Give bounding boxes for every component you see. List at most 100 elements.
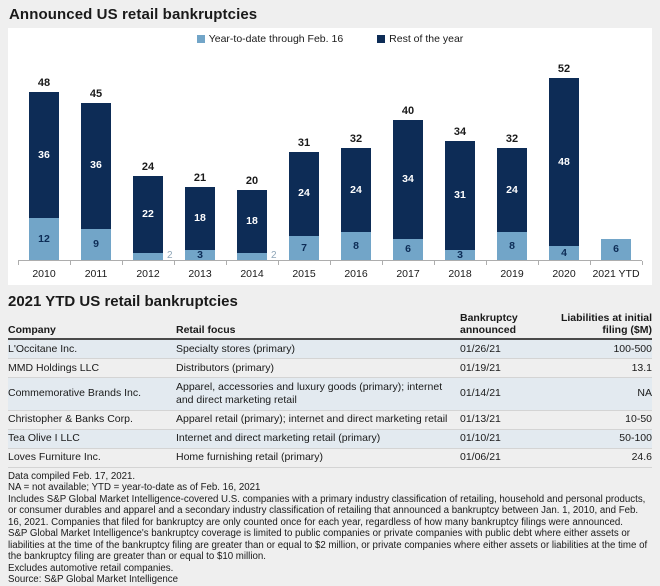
bar-stack: 18 2 [237,190,277,261]
ytd-swatch-icon [196,35,205,43]
liabilities-cell: 24.6 [631,451,652,464]
bankruptcy-date-cell: 01/19/21 [460,361,501,374]
bar-segment-rest: 36 [81,102,111,229]
bar-segment-rest: 48 [549,78,579,246]
bar-total-label: 52 [557,63,571,75]
company-cell: Loves Furniture Inc. [8,451,101,464]
rest-swatch-icon [377,35,386,43]
legend-item: Year-to-date through Feb. 16 [196,33,344,45]
footnote-line: Source: S&P Global Market Intelligence [8,573,178,585]
x-axis-label: 2018 [448,268,472,280]
column-header-retail-focus: Retail focus [176,324,236,337]
company-cell: L'Occitane Inc. [8,342,78,355]
footnote-line: Excludes automotive retail companies. [8,562,174,574]
footnotes: Data compiled Feb. 17, 2021. NA = not ava… [8,471,652,585]
bar-segment-rest: 34 [393,120,423,239]
bar-total-label: 21 [193,171,207,184]
x-axis-label: 2019 [500,268,524,280]
bar-stack: 48 4 [549,78,579,260]
footnote-line: Includes S&P Global Market Intelligence-… [8,493,646,528]
table-section: 2021 YTD US retail bankruptcies Company … [8,293,652,585]
bankruptcy-date-cell: 01/26/21 [460,342,501,355]
bar-group-2011: 45 36 9 [70,88,122,260]
page-title: Announced US retail bankruptcies [9,6,258,23]
bar-group-2020: 52 48 4 [538,64,590,260]
x-axis-label: 2011 [84,268,108,280]
company-cell: Tea Olive I LLC [8,432,80,445]
chart-legend: Year-to-date through Feb. 16 Rest of the … [8,33,652,45]
bar-total-label: 32 [349,133,363,145]
bar-segment-ytd: 6 [393,239,423,260]
table-row: Commemorative Brands Inc. Apparel, access… [8,378,652,411]
segment-value-label: 2 [271,250,277,261]
bankruptcy-date-cell: 01/13/21 [460,413,501,426]
x-axis-label: 2010 [32,268,56,280]
bar-group-2015: 31 24 7 [278,136,330,260]
company-cell: Commemorative Brands Inc. [8,387,142,400]
bar-segment-ytd: 7 [289,235,319,260]
retail-focus-cell: Home furnishing retail (primary) [176,451,324,464]
bar-segment-ytd: 2 [237,251,277,261]
bar-stack: 34 6 [393,120,423,260]
x-axis-label: 2017 [396,268,420,280]
bar-segment-rest: 36 [29,92,59,218]
segment-value-label: 2 [167,250,173,261]
legend-label: Rest of the year [389,33,464,45]
legend-label: Year-to-date through Feb. 16 [208,33,344,45]
x-axis-label: 2015 [292,268,316,280]
bar-total-label: 31 [297,136,311,149]
bar-segment-rest: 18 [185,186,215,250]
bar-stack: 36 9 [81,102,111,260]
bar-total-label: 32 [505,133,519,145]
liabilities-cell: 100-500 [613,342,652,355]
retail-focus-cell: Internet and direct marketing retail (pr… [176,432,381,445]
x-axis-labels: 2010 2011 2012 2013 2014 2015 2016 2017 2018 2019… [18,268,642,280]
chart-card: Year-to-date through Feb. 16 Rest of the … [8,28,652,285]
table-row: MMD Holdings LLC Distributors (primary) 01… [8,359,652,379]
table-title: 2021 YTD US retail bankruptcies [8,293,238,310]
footnote-line: Data compiled Feb. 17, 2021. [8,471,136,482]
axis-tick [122,261,123,265]
table-row: Christopher & Banks Corp. Apparel retail … [8,411,652,430]
bar-total-label: 48 [37,77,51,89]
bar-segment-ytd: 2 [133,251,173,261]
bar-total-label: 34 [453,126,467,138]
footnote-line: NA = not available; YTD = year-to-date a… [8,482,261,494]
axis-tick [486,261,487,265]
axis-tick [278,261,279,265]
bar-group-2019: 32 24 8 [486,134,538,260]
bankruptcy-date-cell: 01/06/21 [460,451,501,464]
bar-group-2010: 48 36 12 [18,78,70,260]
axis-tick [590,261,591,265]
bar-segment-rest: 18 [237,190,267,253]
table-body: L'Occitane Inc. Specialty stores (primary… [8,340,652,468]
axis-tick [382,261,383,265]
x-axis-label: 2020 [552,268,576,280]
x-axis-label: 2016 [344,268,368,280]
column-header-company: Company [8,324,56,337]
bar-segment-rest: 24 [341,148,371,232]
bar-segment-ytd: 8 [497,232,527,260]
bar-segment-rest: 22 [133,176,163,253]
bar-stack: 24 8 [497,148,527,260]
bar-segment-ytd: 3 [445,249,475,260]
axis-tick [330,261,331,265]
plot-area: 48 36 12 45 36 9 24 22 2 21 18 3 20 18 2 31 24 7 32 24 8 40 34… [18,56,643,265]
bar-stack: 31 3 [445,141,475,260]
axis-tick [174,261,175,265]
footnote-line: S&P Global Market Intelligence's bankrup… [8,528,648,563]
axis-tick [18,261,19,265]
table-header-row: Company Retail focus Bankruptcy announce… [8,312,652,341]
bar-segment-ytd: 12 [29,218,59,260]
retail-focus-cell: Distributors (primary) [176,361,275,374]
liabilities-cell: 50-100 [619,432,652,445]
bar-segment-ytd: 8 [341,232,371,260]
bar-segment-rest: 24 [289,151,319,236]
bar-group-2014: 20 18 2 [226,176,278,261]
bar-stack: 22 2 [133,176,173,261]
company-cell: MMD Holdings LLC [8,361,100,374]
bar-group-2018: 34 31 3 [434,127,486,260]
legend-item: Rest of the year [377,33,463,45]
axis-tick [434,261,435,265]
bar-segment-ytd: 6 [601,239,631,260]
